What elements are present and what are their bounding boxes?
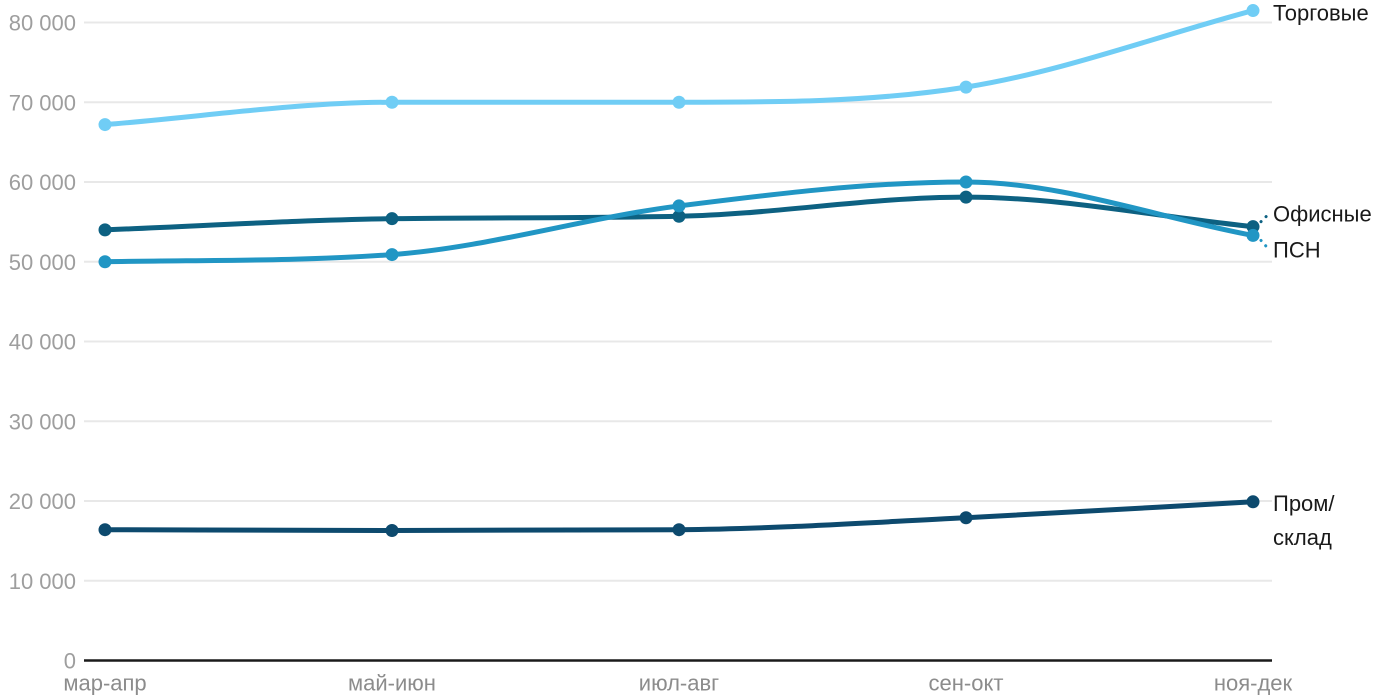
data-point[interactable] xyxy=(385,524,399,538)
series-label: склад xyxy=(1273,525,1332,550)
series-Торговые: Торговые xyxy=(98,1,1369,132)
data-point[interactable] xyxy=(385,212,399,226)
series-Офисные: Офисные xyxy=(98,190,1372,237)
data-point[interactable] xyxy=(1246,495,1260,509)
data-point[interactable] xyxy=(98,223,112,237)
x-axis-label: сен-окт xyxy=(929,671,1004,696)
y-tick-label: 80 000 xyxy=(9,11,76,36)
y-tick-label: 30 000 xyxy=(9,409,76,434)
data-point[interactable] xyxy=(98,523,112,537)
data-point[interactable] xyxy=(672,95,686,109)
data-point[interactable] xyxy=(959,80,973,94)
x-axis-label: ноя-дек xyxy=(1214,671,1293,696)
y-tick-label: 10 000 xyxy=(9,569,76,594)
data-point[interactable] xyxy=(959,175,973,189)
y-tick-label: 50 000 xyxy=(9,250,76,275)
data-point[interactable] xyxy=(385,95,399,109)
x-axis-label: июл-авг xyxy=(639,671,719,696)
data-point[interactable] xyxy=(672,523,686,537)
data-point[interactable] xyxy=(672,209,686,223)
series-Пром/склад: Пром/склад xyxy=(98,491,1335,550)
data-point[interactable] xyxy=(1246,228,1260,242)
label-leader-line xyxy=(1259,238,1270,250)
data-point[interactable] xyxy=(959,511,973,525)
data-point[interactable] xyxy=(1246,4,1260,18)
series-ПСН: ПСН xyxy=(98,175,1321,269)
x-axis-label: май-июн xyxy=(348,671,436,696)
y-tick-label: 0 xyxy=(64,649,76,674)
series-label: ПСН xyxy=(1273,237,1321,262)
series-label: Торговые xyxy=(1273,1,1369,26)
data-point[interactable] xyxy=(98,118,112,132)
x-axis-label: мар-апр xyxy=(63,671,146,696)
y-tick-label: 40 000 xyxy=(9,330,76,355)
label-leader-line xyxy=(1259,213,1270,224)
y-tick-label: 70 000 xyxy=(9,90,76,115)
data-point[interactable] xyxy=(98,255,112,269)
y-tick-label: 60 000 xyxy=(9,170,76,195)
data-point[interactable] xyxy=(672,199,686,213)
series-label: Офисные xyxy=(1273,202,1372,227)
data-point[interactable] xyxy=(385,248,399,262)
data-point[interactable] xyxy=(959,190,973,204)
series-label: Пром/ xyxy=(1273,491,1335,516)
y-tick-label: 20 000 xyxy=(9,489,76,514)
